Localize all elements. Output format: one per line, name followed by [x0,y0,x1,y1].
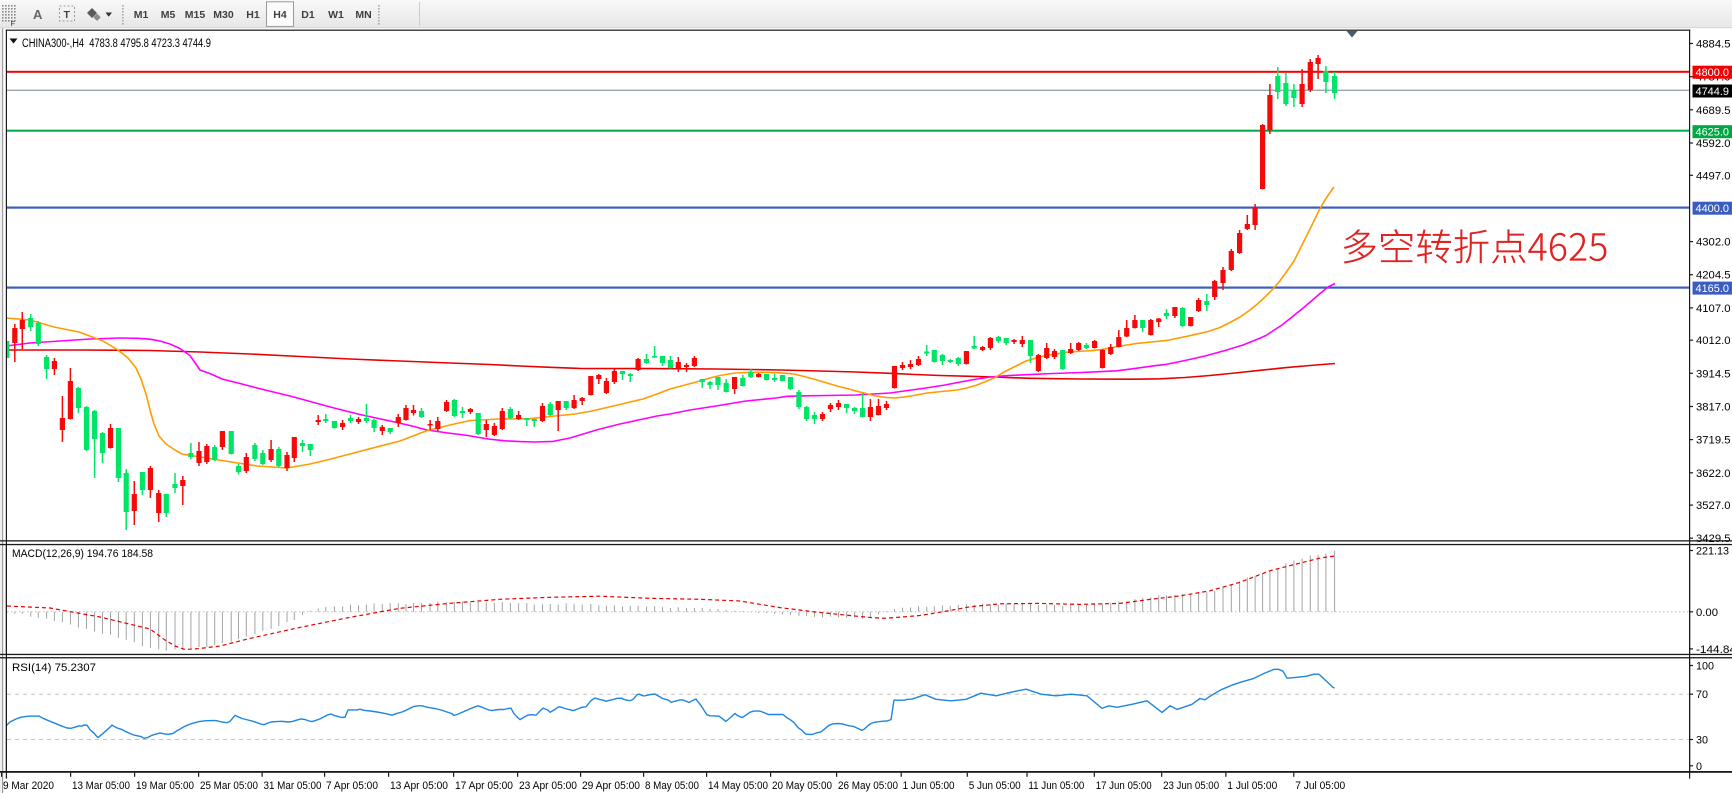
svg-text:0: 0 [1696,761,1702,773]
svg-text:13 Mar 05:00: 13 Mar 05:00 [72,780,130,792]
svg-text:4744.9: 4744.9 [1696,86,1730,98]
svg-text:23 Apr 05:00: 23 Apr 05:00 [519,780,577,792]
svg-text:1 Jul 05:00: 1 Jul 05:00 [1227,780,1277,792]
svg-text:17 Jun 05:00: 17 Jun 05:00 [1096,780,1152,792]
svg-text:3817.0: 3817.0 [1696,402,1731,414]
svg-text:100: 100 [1696,661,1714,673]
svg-text:26 May 05:00: 26 May 05:00 [838,780,898,792]
svg-text:9 Mar 2020: 9 Mar 2020 [3,780,54,792]
svg-text:4800.0: 4800.0 [1696,67,1730,79]
svg-text:A: A [33,7,43,22]
svg-text:13 Apr 05:00: 13 Apr 05:00 [390,780,448,792]
svg-text:4592.0: 4592.0 [1696,138,1731,150]
svg-text:M15: M15 [185,9,206,21]
svg-text:4204.5: 4204.5 [1696,270,1731,282]
svg-text:17 Apr 05:00: 17 Apr 05:00 [455,780,513,792]
svg-text:7 Apr 05:00: 7 Apr 05:00 [326,780,378,792]
svg-text:CHINA300-,H4 4783.8 4795.8 47: CHINA300-,H4 4783.8 4795.8 4723.3 4744.9 [22,38,211,50]
svg-text:3719.5: 3719.5 [1696,435,1731,447]
svg-text:F: F [11,19,16,28]
svg-text:4400.0: 4400.0 [1696,203,1730,215]
svg-text:20 May 05:00: 20 May 05:00 [772,780,832,792]
svg-text:4497.0: 4497.0 [1696,170,1731,182]
svg-text:25 Mar 05:00: 25 Mar 05:00 [200,780,258,792]
svg-text:29 Apr 05:00: 29 Apr 05:00 [582,780,640,792]
svg-text:H4: H4 [273,9,287,21]
svg-text:19 Mar 05:00: 19 Mar 05:00 [136,780,194,792]
svg-text:4165.0: 4165.0 [1696,283,1730,295]
svg-text:M1: M1 [134,9,149,21]
svg-text:3429.5: 3429.5 [1696,533,1731,545]
svg-text:11 Jun 05:00: 11 Jun 05:00 [1028,780,1084,792]
svg-text:-144.84: -144.84 [1696,644,1732,656]
svg-text:23 Jun 05:00: 23 Jun 05:00 [1163,780,1219,792]
svg-text:4884.5: 4884.5 [1696,39,1731,51]
svg-text:1 Jun 05:00: 1 Jun 05:00 [903,780,955,792]
svg-text:T: T [64,9,71,21]
svg-text:14 May 05:00: 14 May 05:00 [708,780,768,792]
svg-text:3622.0: 3622.0 [1696,468,1731,480]
svg-text:MACD(12,26,9) 194.76 184.58: MACD(12,26,9) 194.76 184.58 [12,548,153,560]
svg-text:RSI(14) 75.2307: RSI(14) 75.2307 [12,662,96,674]
svg-text:M5: M5 [161,9,176,21]
svg-text:4625.0: 4625.0 [1696,127,1730,139]
svg-text:M30: M30 [213,9,234,21]
svg-text:MN: MN [355,9,371,21]
svg-text:7 Jul 05:00: 7 Jul 05:00 [1295,780,1345,792]
svg-text:4107.0: 4107.0 [1696,303,1731,315]
svg-text:0.00: 0.00 [1696,607,1718,619]
svg-text:31 Mar 05:00: 31 Mar 05:00 [264,780,322,792]
svg-text:221.13: 221.13 [1696,546,1729,558]
svg-text:30: 30 [1696,735,1708,747]
svg-text:4012.0: 4012.0 [1696,335,1731,347]
svg-text:4689.5: 4689.5 [1696,105,1731,117]
svg-text:3527.0: 3527.0 [1696,500,1731,512]
svg-text:D1: D1 [301,9,315,21]
svg-text:4302.0: 4302.0 [1696,237,1731,249]
svg-text:70: 70 [1696,689,1708,701]
svg-text:W1: W1 [328,9,344,21]
svg-text:8 May 05:00: 8 May 05:00 [645,780,699,792]
svg-text:H1: H1 [246,9,260,21]
svg-text:5 Jun 05:00: 5 Jun 05:00 [969,780,1021,792]
svg-text:3914.5: 3914.5 [1696,368,1731,380]
